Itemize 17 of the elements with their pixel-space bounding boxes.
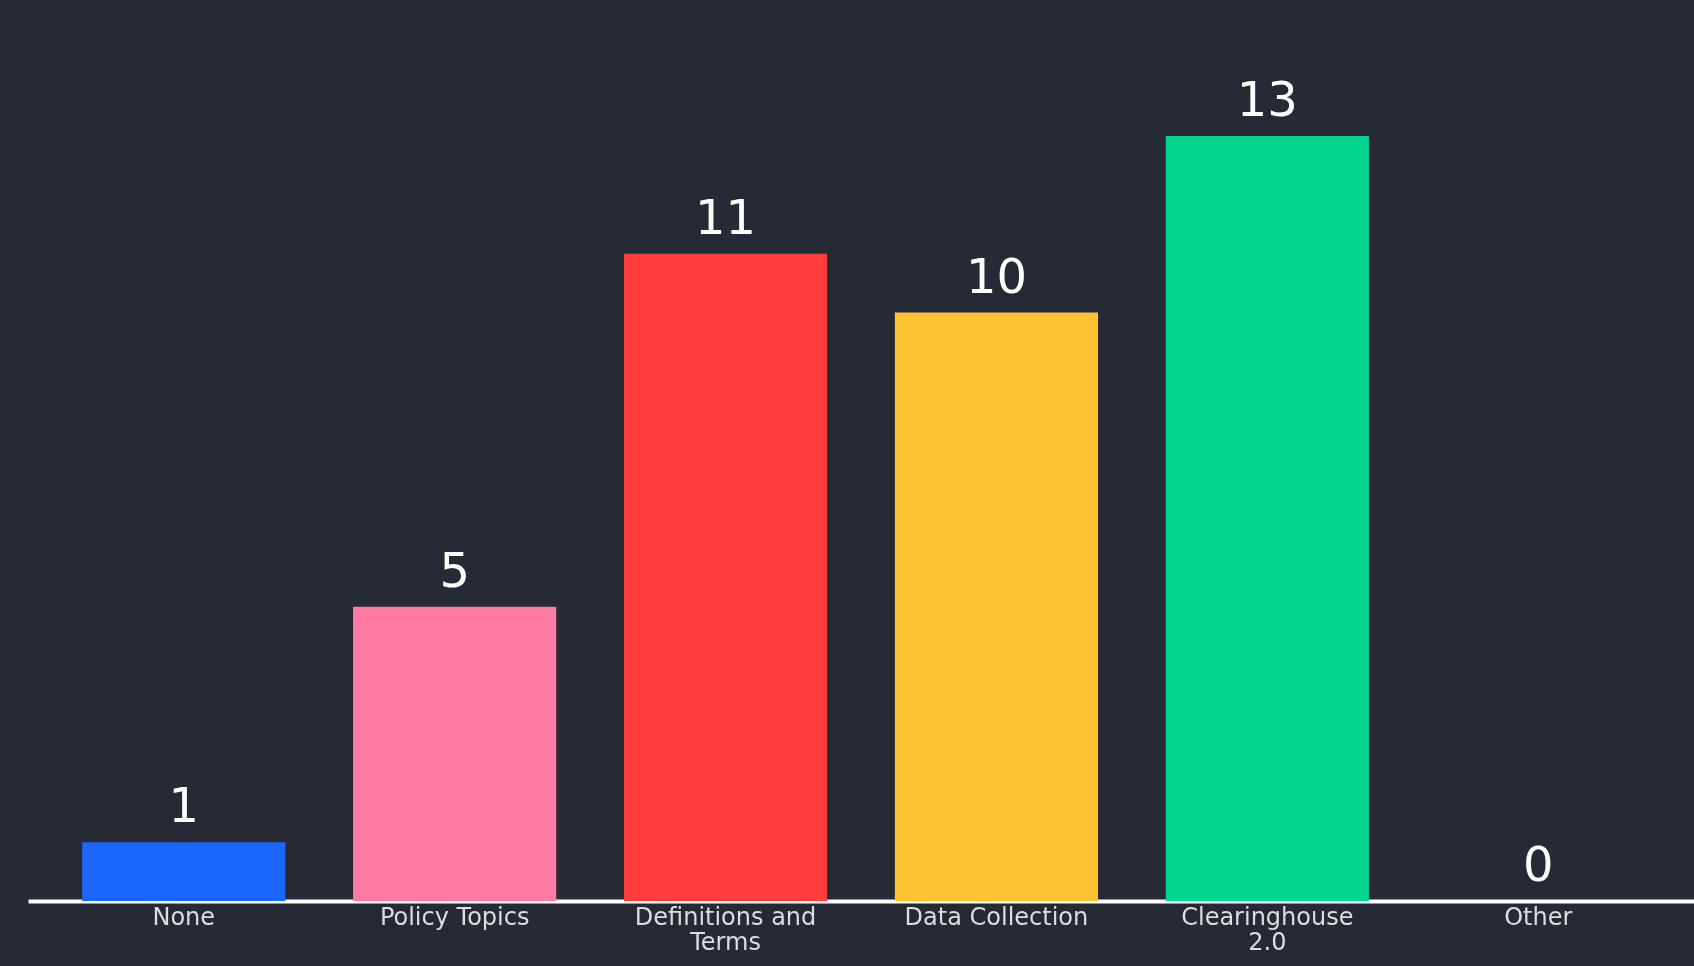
bar: [623, 253, 828, 901]
bar: [353, 606, 557, 901]
x-tick-label: Data Collection: [904, 902, 1089, 931]
bar: [894, 312, 1099, 901]
data-label: 11: [695, 188, 757, 245]
bar: [82, 842, 286, 901]
data-label: 0: [1522, 836, 1554, 892]
data-label: 10: [965, 247, 1027, 304]
x-tick-label: None: [152, 902, 216, 931]
x-tick-label: Other: [1504, 902, 1573, 931]
bar: [1165, 136, 1369, 901]
x-tick-label: Clearinghouse 2.0: [1181, 902, 1354, 956]
data-label: 5: [439, 541, 470, 598]
data-label: 13: [1236, 71, 1298, 127]
x-tick-label: Policy Topics: [379, 902, 530, 931]
data-label: 1: [168, 777, 200, 834]
x-tick-label: Definitions and Terms: [634, 902, 817, 956]
